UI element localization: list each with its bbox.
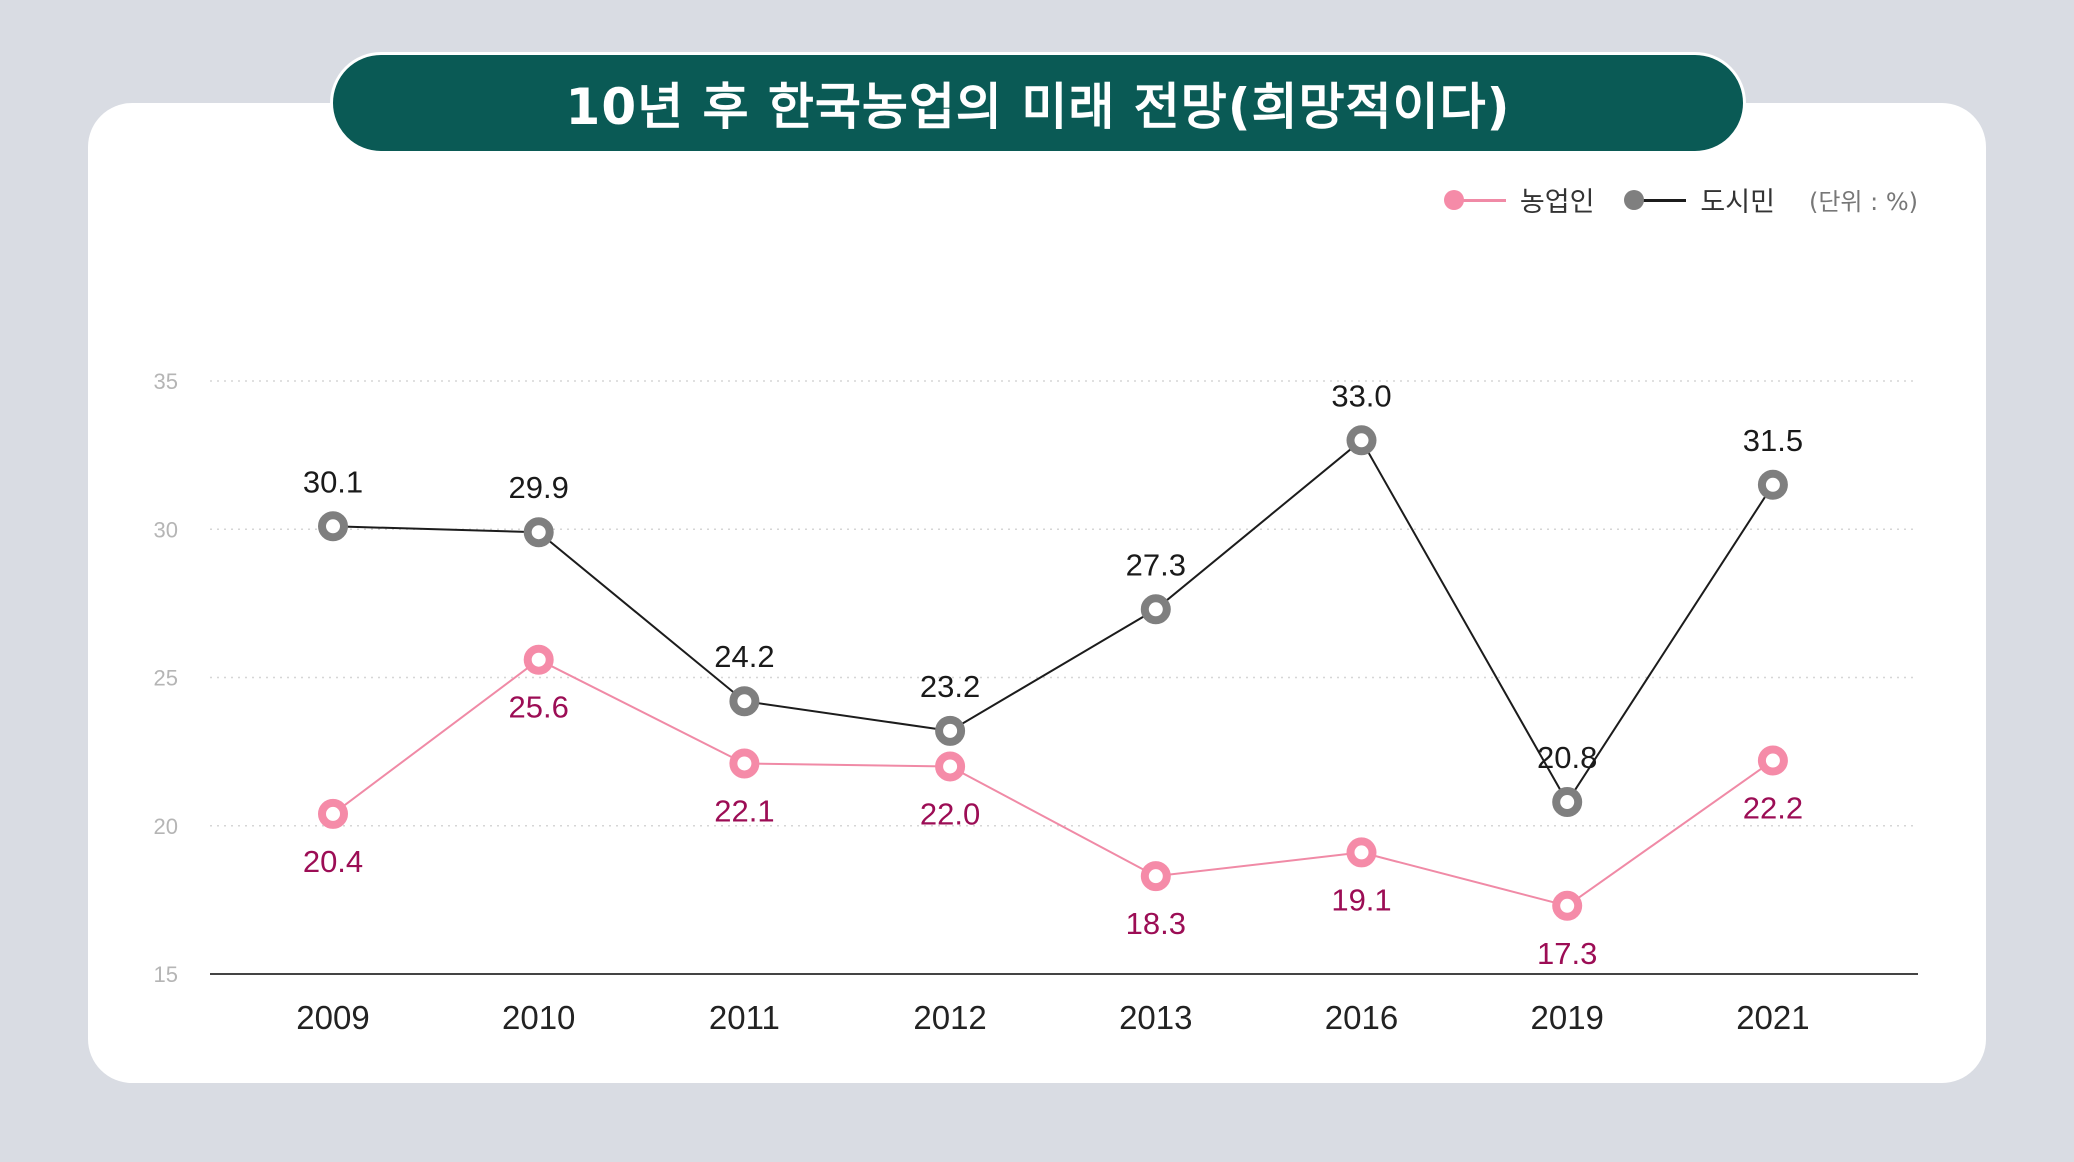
x-tick-label: 2011: [709, 999, 780, 1036]
data-point-citizens: [1346, 425, 1377, 456]
legend: 농업인 도시민 (단위 : %): [1443, 180, 1918, 219]
x-tick-label: 2013: [1119, 999, 1192, 1036]
legend-swatch-farmers: [1443, 189, 1506, 210]
data-point-citizens: [729, 686, 760, 717]
title-banner: 10년 후 한국농업의 미래 전망(희망적이다): [330, 52, 1746, 154]
series-line-citizens: [332, 438, 1774, 804]
unit-label: (단위 : %): [1808, 188, 1918, 216]
data-label-citizens: 23.2: [920, 669, 980, 704]
data-label-citizens: 30.1: [303, 464, 363, 499]
data-label-farmers: 25.6: [509, 690, 569, 725]
x-tick-label: 2021: [1736, 999, 1809, 1036]
data-label-farmers: 22.1: [714, 793, 774, 828]
data-label-farmers: 17.3: [1537, 936, 1597, 971]
legend-label-citizens: 도시민: [1700, 187, 1775, 218]
y-tick-label: 35: [154, 369, 178, 394]
data-point-farmers: [729, 748, 760, 779]
chart-card: [88, 103, 1986, 1083]
x-tick-label: 2016: [1325, 999, 1398, 1036]
x-tick-label: 2019: [1530, 999, 1603, 1036]
y-tick-label: 15: [154, 962, 178, 987]
data-point-citizens: [318, 511, 348, 542]
data-point-citizens: [1757, 469, 1788, 500]
data-point-farmers: [1757, 745, 1788, 776]
data-point-farmers: [1140, 861, 1171, 892]
legend-label-farmers: 농업인: [1519, 187, 1595, 218]
data-label-farmers: 20.4: [303, 844, 363, 879]
data-point-farmers: [935, 751, 966, 782]
legend-item-farmers: 농업인: [1443, 180, 1595, 219]
legend-swatch-citizens: [1624, 189, 1687, 210]
data-label-citizens: 20.8: [1537, 740, 1597, 775]
data-label-farmers: 18.3: [1126, 906, 1186, 941]
data-point-citizens: [523, 517, 554, 548]
x-tick-label: 2010: [502, 999, 575, 1036]
data-point-farmers: [523, 644, 554, 675]
y-tick-label: 20: [154, 814, 178, 839]
y-tick-label: 25: [154, 666, 178, 691]
data-point-citizens: [935, 715, 966, 746]
data-point-farmers: [1552, 890, 1583, 921]
series-line-farmers: [332, 658, 1774, 907]
y-tick-label: 30: [154, 517, 178, 542]
chart-title: 10년 후 한국농업의 미래 전망(희망적이다): [565, 78, 1511, 136]
data-label-citizens: 29.9: [509, 470, 569, 505]
data-point-citizens: [1140, 594, 1171, 625]
data-label-farmers: 22.0: [920, 796, 980, 831]
data-point-farmers: [318, 798, 348, 829]
x-tick-label: 2012: [913, 999, 986, 1036]
data-point-farmers: [1346, 837, 1377, 868]
x-tick-label: 2009: [296, 999, 369, 1036]
data-label-citizens: 27.3: [1126, 547, 1186, 582]
data-point-citizens: [1552, 787, 1583, 818]
data-label-citizens: 33.0: [1331, 378, 1391, 413]
data-label-farmers: 22.2: [1743, 791, 1803, 826]
data-label-citizens: 31.5: [1743, 423, 1803, 458]
legend-item-citizens: 도시민: [1624, 180, 1775, 219]
data-label-citizens: 24.2: [714, 639, 774, 674]
data-label-farmers: 19.1: [1331, 882, 1391, 917]
